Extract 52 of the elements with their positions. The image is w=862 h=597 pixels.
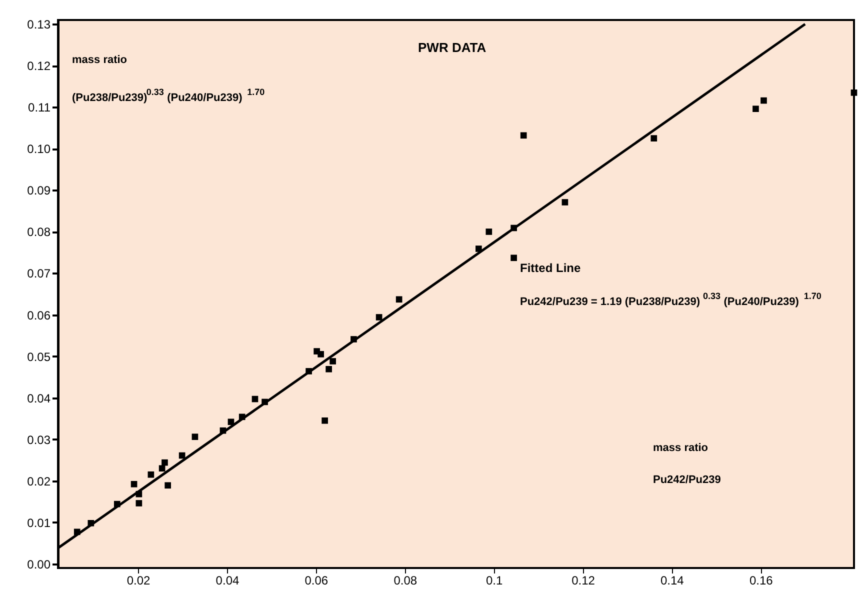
point <box>228 418 234 426</box>
point <box>162 459 168 466</box>
point <box>318 351 324 358</box>
point <box>752 106 759 112</box>
y-tick-label: 0.04 <box>27 391 51 406</box>
annotation: Fitted Line <box>520 261 581 275</box>
annotation: Pu242/Pu239 = 1.19 (Pu238/Pu239)0.33 (Pu240/Pu239)1.70 <box>520 291 822 308</box>
annotation: PWR DATA <box>418 40 487 55</box>
x-tick-label: 0.12 <box>572 574 596 588</box>
point <box>148 471 154 478</box>
point <box>164 482 171 489</box>
y-tick-label: 0.08 <box>27 225 51 240</box>
y-tick-label: 0.05 <box>27 350 51 364</box>
point <box>158 465 166 472</box>
y-tick-label: 0.09 <box>27 184 51 198</box>
point <box>376 314 382 320</box>
point <box>562 199 568 206</box>
point <box>396 296 402 303</box>
y-tick-label: 0.10 <box>27 142 51 156</box>
x-tick-label: 0.16 <box>749 574 774 588</box>
point <box>322 417 328 424</box>
point <box>510 254 517 262</box>
point <box>650 135 658 142</box>
point <box>486 228 492 235</box>
annotation: Pu242/Pu239 <box>653 474 721 486</box>
point <box>130 480 138 488</box>
x-tick-label: 0.08 <box>394 574 418 588</box>
point <box>330 358 336 364</box>
y-tick-label: 0.03 <box>27 432 51 447</box>
x-tick-label: 0.02 <box>126 574 151 588</box>
y-tick-label: 0.01 <box>27 516 51 530</box>
point <box>136 500 142 506</box>
annotation: mass ratio <box>72 54 128 66</box>
point <box>760 97 767 104</box>
point <box>520 132 527 139</box>
point <box>476 246 482 252</box>
y-tick-label: 0.06 <box>27 308 51 322</box>
y-tick-label: 0.11 <box>28 100 51 115</box>
x-tick-label: 0.14 <box>660 574 684 588</box>
x-tick-label: 0.04 <box>216 574 240 588</box>
point <box>252 396 258 402</box>
y-tick-label: 0.12 <box>27 59 51 74</box>
y-tick-label: 0.07 <box>27 266 51 281</box>
x-tick-label: 0.1 <box>486 574 503 588</box>
point <box>326 366 332 372</box>
y-tick-label: 0.02 <box>27 474 51 488</box>
annotation: mass ratio <box>653 442 708 454</box>
y-tick-label: 0.00 <box>27 557 51 572</box>
point <box>850 89 858 96</box>
point <box>192 434 198 440</box>
x-tick-label: 0.06 <box>304 574 328 588</box>
y-tick-label: 0.13 <box>27 18 51 32</box>
